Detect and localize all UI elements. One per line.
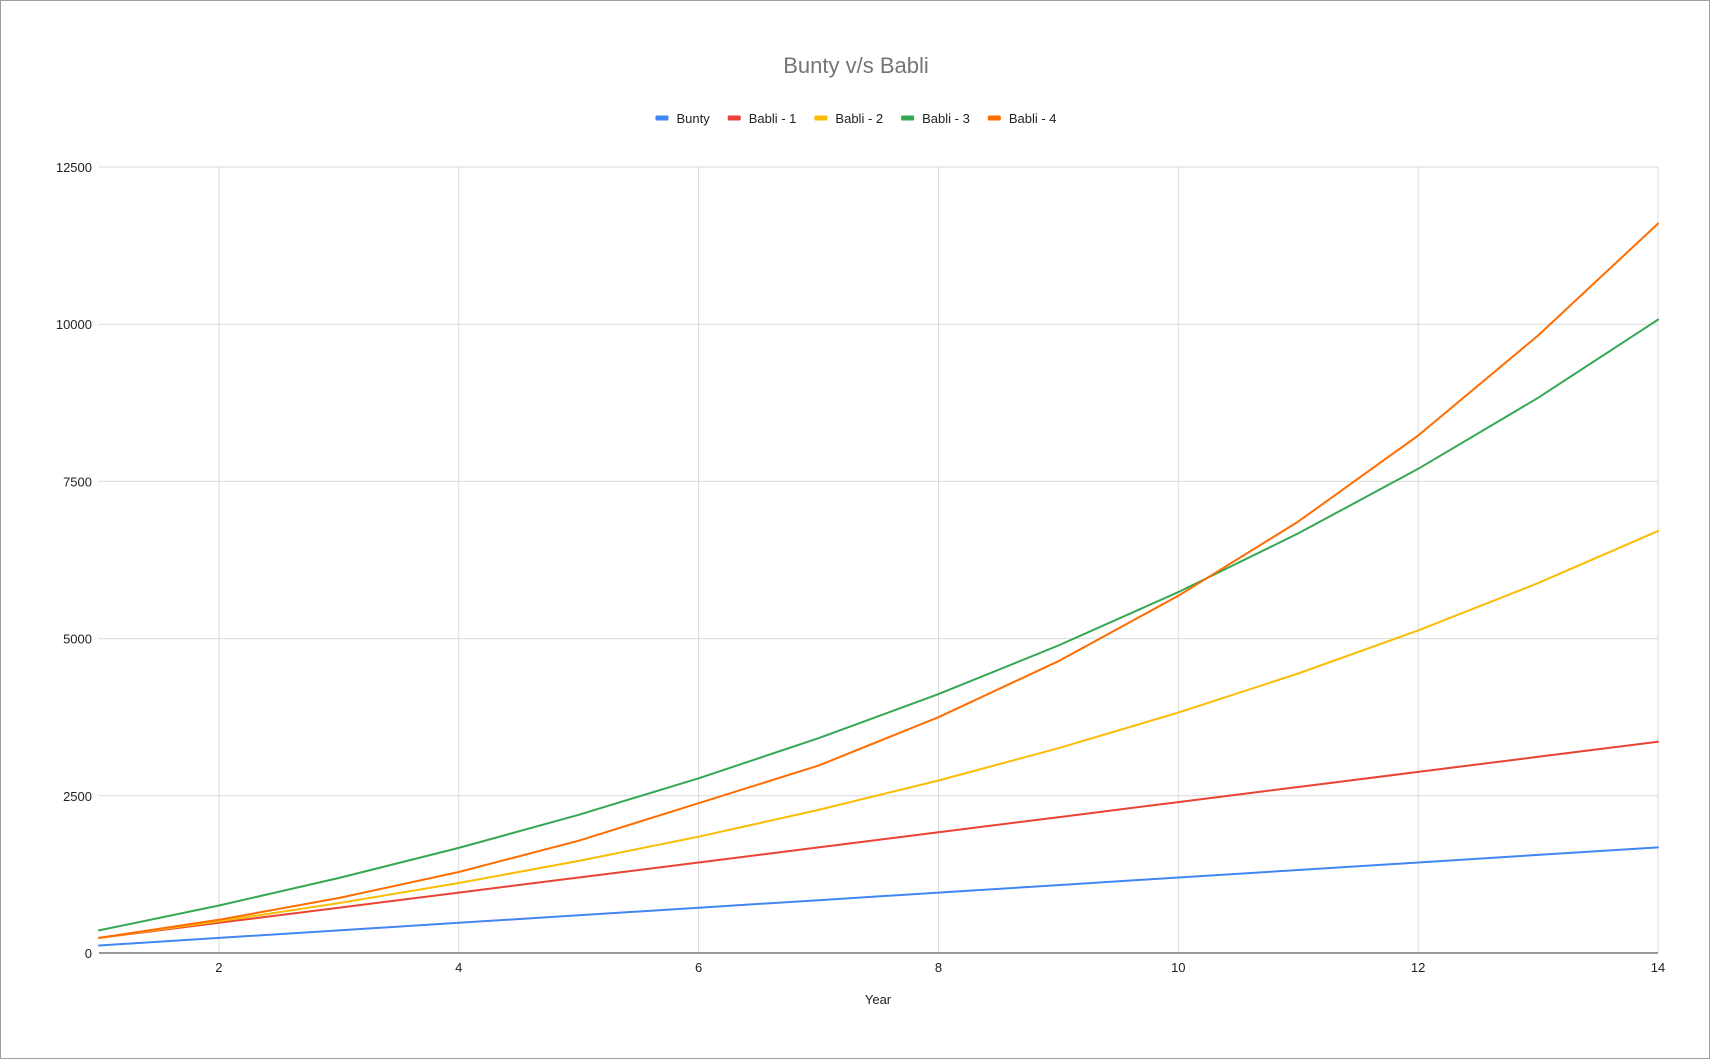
legend-label-babli-2: Babli - 2 [835,111,883,126]
grid [99,166,1659,953]
legend-label-bunty: Bunty [676,111,710,126]
y-tick-label: 5000 [63,632,92,647]
legend-label-babli-1: Babli - 1 [749,111,797,126]
y-tick-label: 12500 [56,160,92,175]
legend-swatch-babli-2 [814,115,828,121]
legend-swatch-bunty [655,115,669,121]
legend-label-babli-4: Babli - 4 [1009,111,1057,126]
legend-swatch-babli-1 [727,115,741,121]
y-tick-label: 7500 [63,474,92,489]
series-line-babli-2 [98,530,1659,939]
x-tick-label: 4 [455,960,462,975]
legend: Bunty Babli - 1 Babli - 2 Babli - 3 Babli - … [655,111,1057,126]
legend-swatch-babli-3 [901,115,915,121]
x-tick-label: 8 [935,960,942,975]
x-tick-label: 6 [695,960,702,975]
series-line-bunty [98,846,1659,947]
series-lines [98,222,1659,947]
x-axis-label: Year [865,992,892,1007]
legend-swatch-babli-4 [987,115,1001,121]
y-tick-label: 10000 [56,317,92,332]
chart-title: Bunty v/s Babli [783,53,929,78]
y-tick-label: 0 [85,946,92,961]
y-axis-ticks: 0 2500 5000 7500 10000 12500 [56,160,92,961]
series-line-babli-3 [98,318,1659,932]
x-tick-label: 2 [215,960,222,975]
x-tick-label: 12 [1411,960,1425,975]
series-line-babli-1 [98,740,1659,939]
y-tick-label: 2500 [63,789,92,804]
x-tick-label: 14 [1651,960,1665,975]
legend-label-babli-3: Babli - 3 [922,111,970,126]
x-tick-label: 10 [1171,960,1185,975]
series-line-babli-4 [98,222,1659,939]
x-axis-ticks: 2 4 6 8 10 12 14 [215,960,1665,975]
